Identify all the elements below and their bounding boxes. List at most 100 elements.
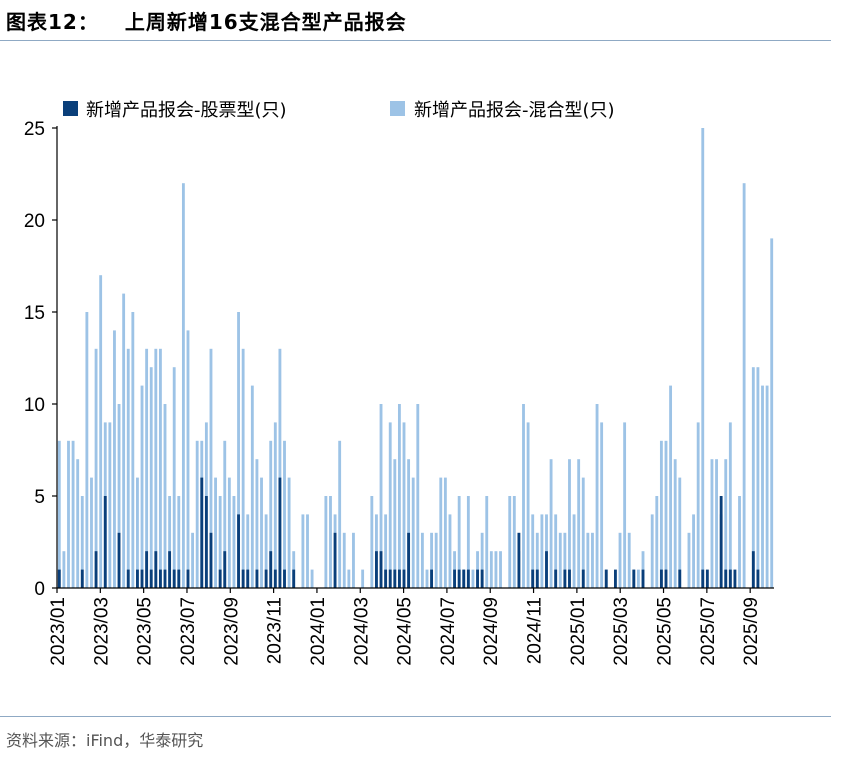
- x-tick-label: 2024/09: [481, 597, 502, 666]
- bar-hybrid: [384, 514, 388, 588]
- legend-swatch-equity: [63, 101, 78, 116]
- bar-hybrid: [62, 551, 66, 588]
- bar-equity: [80, 569, 84, 588]
- bar-equity: [453, 569, 456, 588]
- bar-hybrid: [269, 440, 273, 588]
- bar-hybrid: [347, 569, 351, 588]
- bar-hybrid: [471, 569, 475, 588]
- x-axis-ticks: 2023/01 2023/03 2023/05 2023/07 2023/09 2023/…: [48, 588, 762, 666]
- bar-hybrid: [278, 348, 282, 588]
- bar-equity: [632, 569, 636, 588]
- bar-equity: [568, 569, 571, 588]
- bar-hybrid: [522, 404, 525, 588]
- x-tick-label: 2025/09: [741, 597, 762, 666]
- y-axis-ticks: 0 5 10 15 20 25: [24, 119, 57, 600]
- bar-hybrid: [696, 422, 700, 588]
- x-tick-label: 2024/07: [438, 597, 459, 666]
- source-note: 资料来源：iFind，华泰研究: [6, 731, 204, 750]
- bar-hybrid: [669, 385, 673, 588]
- bar-equity: [379, 551, 383, 588]
- bar-hybrid: [122, 293, 126, 588]
- bar-hybrid: [241, 348, 245, 588]
- bar-equity: [333, 532, 337, 588]
- bar-hybrid: [255, 459, 259, 588]
- bar-hybrid: [485, 496, 489, 588]
- bar-equity: [103, 496, 107, 588]
- bar-hybrid: [411, 477, 415, 588]
- bar-equity: [246, 569, 250, 588]
- bar-hybrid: [136, 477, 139, 588]
- y-tick-label: 15: [24, 303, 45, 324]
- bar-hybrid: [71, 440, 75, 588]
- bar-hybrid: [770, 238, 774, 588]
- bar-hybrid: [223, 440, 227, 588]
- bar-hybrid: [260, 477, 263, 588]
- bar-hybrid: [420, 532, 424, 588]
- bar-equity: [563, 569, 567, 588]
- bar-hybrid: [108, 422, 112, 588]
- bar-equity: [664, 569, 668, 588]
- bar-hybrid: [558, 532, 562, 588]
- bar-hybrid: [508, 496, 512, 588]
- x-tick-label: 2024/05: [395, 597, 416, 666]
- x-tick-label: 2023/11: [265, 597, 286, 664]
- bar-equity: [375, 551, 378, 588]
- x-tick-label: 2024/01: [308, 597, 329, 666]
- bar-hybrid: [692, 514, 695, 588]
- bar-hybrid: [145, 348, 149, 588]
- x-tick-label: 2025/03: [611, 597, 632, 666]
- bar-equity: [641, 569, 645, 588]
- bar-equity: [264, 569, 268, 588]
- bar-equity: [384, 569, 388, 588]
- bar-equity: [701, 569, 705, 588]
- bar-equity: [255, 569, 259, 588]
- legend-label-equity: 新增产品报会-股票型(只): [86, 100, 287, 121]
- bar-hybrid: [227, 477, 231, 588]
- bar-hybrid: [287, 477, 291, 588]
- bar-hybrid: [191, 532, 195, 588]
- bar-equity: [172, 569, 176, 588]
- bar-equity: [614, 569, 617, 588]
- bar-hybrid: [393, 459, 397, 588]
- bar-hybrid: [439, 477, 443, 588]
- bar-hybrid: [195, 440, 199, 588]
- bar-hybrid: [209, 348, 213, 588]
- bar-hybrid: [761, 385, 764, 588]
- legend: 新增产品报会-股票型(只) 新增产品报会-混合型(只): [63, 100, 615, 121]
- bar-equity: [733, 569, 737, 588]
- bar-hybrid: [172, 367, 176, 588]
- bar-hybrid: [678, 477, 682, 588]
- y-tick-label: 20: [24, 211, 45, 232]
- bar-hybrid: [425, 569, 429, 588]
- bar-hybrid: [163, 404, 167, 588]
- bar-hybrid: [650, 514, 654, 588]
- bar-hybrid: [379, 404, 383, 588]
- bar-hybrid: [724, 459, 728, 588]
- bar-hybrid: [489, 551, 493, 588]
- bar-hybrid: [568, 459, 571, 588]
- bar-hybrid: [214, 477, 217, 588]
- bar-hybrid: [306, 514, 309, 588]
- bar-equity: [517, 532, 521, 588]
- bar-hybrid: [232, 496, 236, 588]
- bar-equity: [200, 477, 204, 588]
- bar-hybrid: [600, 422, 604, 588]
- bar-hybrid: [181, 183, 185, 588]
- bar-hybrid: [168, 496, 172, 588]
- bar-equity: [728, 569, 732, 588]
- bar-equity: [278, 477, 282, 588]
- bar-equity: [204, 496, 208, 588]
- bar-equity: [751, 551, 755, 588]
- bar-equity: [237, 514, 240, 588]
- bar-hybrid: [158, 348, 162, 588]
- top-rule: [0, 40, 831, 41]
- bar-hybrid: [618, 532, 622, 588]
- x-tick-label: 2023/01: [48, 597, 69, 666]
- bar-hybrid: [636, 569, 640, 588]
- bar-equity: [393, 569, 397, 588]
- bar-hybrid: [549, 459, 553, 588]
- bar-hybrid: [407, 459, 411, 588]
- bar-hybrid: [673, 459, 677, 588]
- bar-hybrid: [742, 183, 746, 588]
- bar-hybrid: [397, 404, 401, 588]
